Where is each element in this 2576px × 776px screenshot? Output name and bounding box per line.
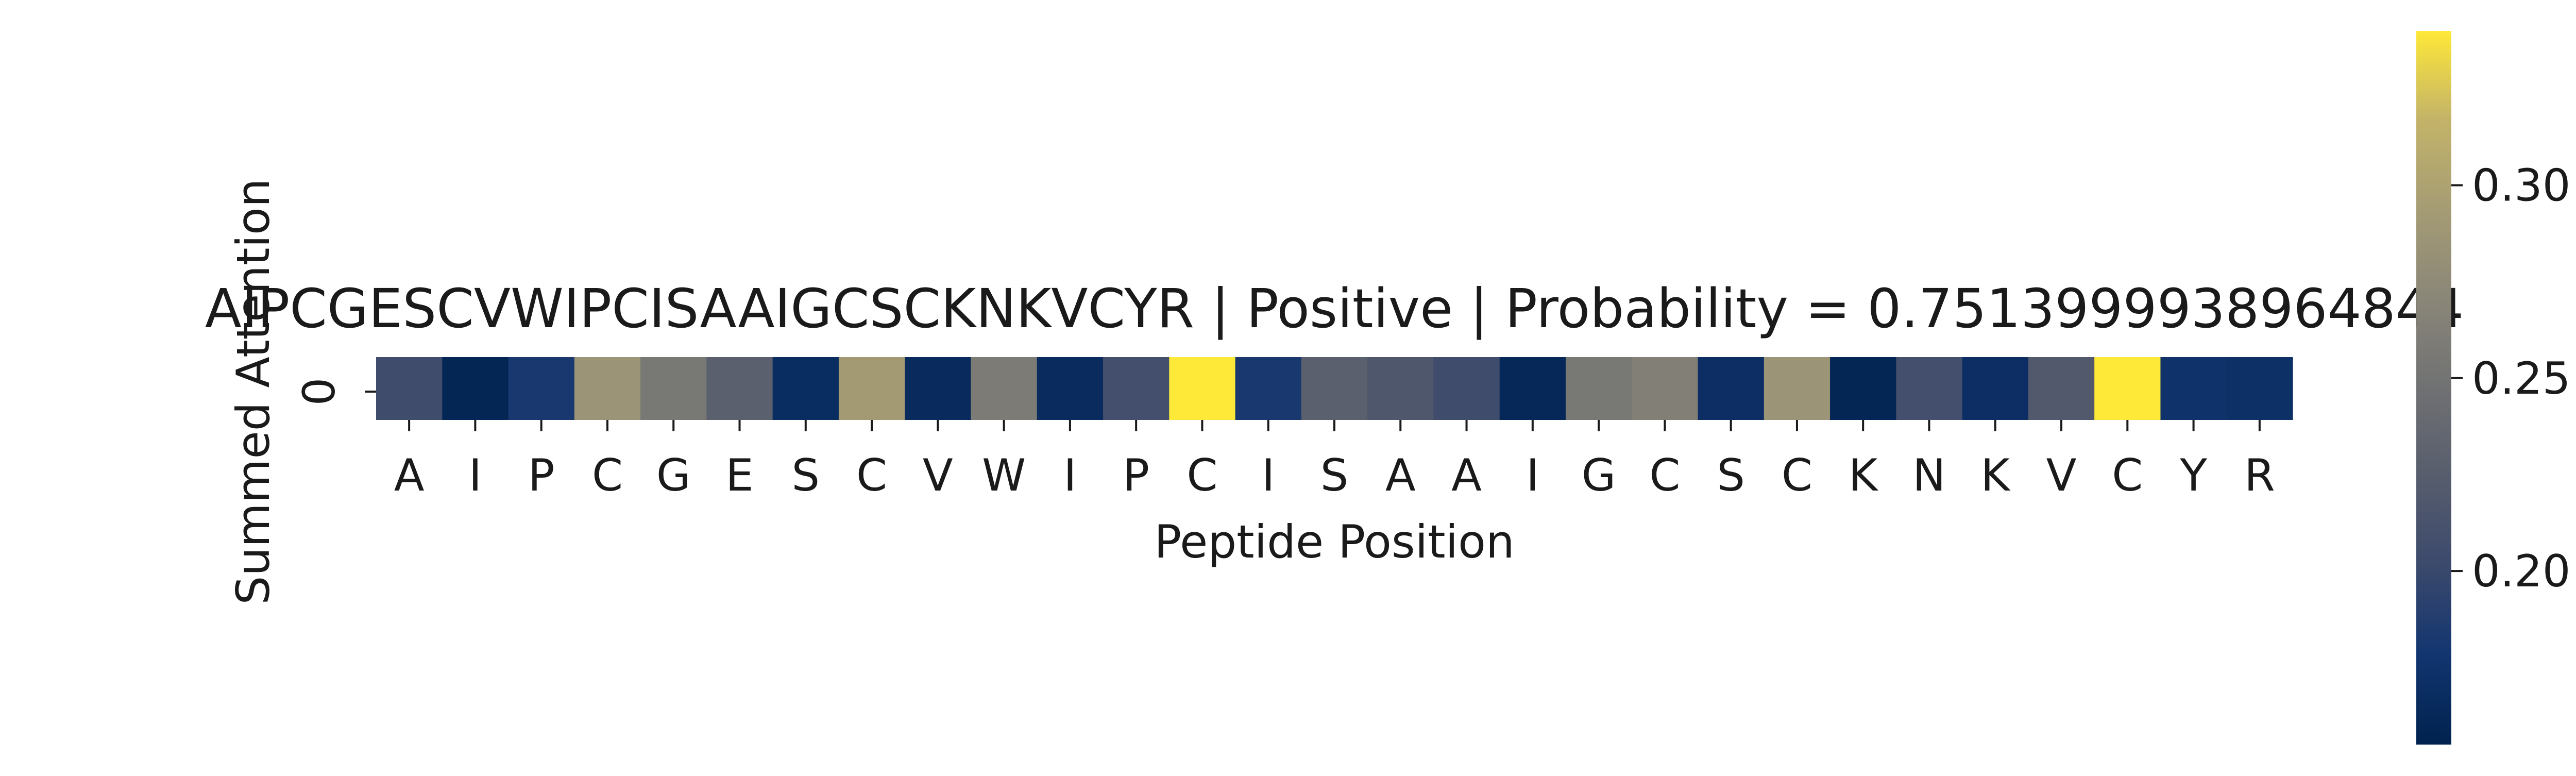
y-axis-label: Summed Attention <box>227 178 280 604</box>
heatmap-cell <box>574 357 641 420</box>
x-tick-label: A <box>394 450 425 501</box>
heatmap-cell <box>640 357 707 420</box>
y-tick-label: 0 <box>294 378 345 406</box>
x-tick-label: K <box>1849 450 1879 501</box>
x-tick-label: C <box>856 450 887 501</box>
heatmap-cell <box>2160 357 2227 420</box>
heatmap-cell <box>1301 357 1368 420</box>
x-tick-label: S <box>1717 450 1745 501</box>
x-tick-label: W <box>982 450 1026 501</box>
x-tick-label: G <box>1582 450 1616 501</box>
x-tick-label: I <box>469 450 482 501</box>
x-tick-label: Y <box>2179 450 2207 501</box>
colorbar-ticks: 0.20 0.25 0.30 <box>2451 160 2570 597</box>
x-tick-label: C <box>1649 450 1680 501</box>
x-tick-label: E <box>725 450 753 501</box>
x-tick-label: C <box>592 450 623 501</box>
x-tick-label: A <box>1451 450 1482 501</box>
x-tick-label: N <box>1912 450 1945 501</box>
heatmap-cell <box>1830 357 1896 420</box>
heatmap-cell <box>1235 357 1302 420</box>
heatmap-cell <box>1698 357 1765 420</box>
heatmap-cell <box>1962 357 2029 420</box>
heatmap-cell <box>1367 357 1434 420</box>
colorbar-tick-label: 0.30 <box>2472 160 2570 211</box>
heatmap-cell <box>905 357 972 420</box>
x-tick-label: S <box>1320 450 1349 501</box>
heatmap-cell <box>376 357 443 420</box>
x-tick-label: S <box>791 450 820 501</box>
heatmap-cell <box>1433 357 1500 420</box>
x-tick-label: I <box>1262 450 1275 501</box>
x-axis-label: Peptide Position <box>1154 515 1515 568</box>
heatmap-cell <box>2226 357 2293 420</box>
x-tick-label: A <box>1385 450 1416 501</box>
colorbar: 0.20 0.25 0.30 <box>2416 31 2570 745</box>
heatmap-cell <box>772 357 839 420</box>
x-tick-label: V <box>923 450 953 501</box>
colorbar-gradient <box>2416 31 2451 745</box>
x-tick-label: I <box>1063 450 1076 501</box>
heatmap-cell <box>1896 357 1963 420</box>
x-tick-label: C <box>2112 450 2143 501</box>
heatmap-cell <box>2094 357 2161 420</box>
x-tick-label: P <box>528 450 555 501</box>
x-tick-label: K <box>1981 450 2011 501</box>
x-tick-label: G <box>656 450 691 501</box>
colorbar-tick-label: 0.20 <box>2472 546 2570 597</box>
heatmap-cell <box>508 357 575 420</box>
x-tick-label: P <box>1123 450 1149 501</box>
heatmap-cell <box>971 357 1038 420</box>
heatmap-cell <box>838 357 905 420</box>
heatmap-cell <box>706 357 773 420</box>
heatmap-cell <box>1037 357 1104 420</box>
heatmap-cell <box>2028 357 2095 420</box>
heatmap-cell <box>1565 357 1632 420</box>
colorbar-tick-label: 0.25 <box>2472 353 2570 404</box>
x-tick-label: I <box>1526 450 1539 501</box>
heatmap-cell <box>1632 357 1699 420</box>
heatmap-cell <box>1103 357 1170 420</box>
x-tick-label: C <box>1187 450 1217 501</box>
heatmap-cell <box>1169 357 1236 420</box>
x-tick-label: R <box>2244 450 2275 501</box>
heatmap-cell <box>1764 357 1831 420</box>
chart-title: AIPCGESCVWIPCISAAIGCSCKNKVCYR | Positive… <box>205 277 2464 340</box>
heatmap-cell <box>442 357 509 420</box>
heatmap-cells <box>376 357 2293 420</box>
x-tick-label: C <box>1782 450 1812 501</box>
x-tick-label: V <box>2046 450 2077 501</box>
heatmap-cell <box>1499 357 1566 420</box>
y-axis: 0 <box>294 378 376 406</box>
